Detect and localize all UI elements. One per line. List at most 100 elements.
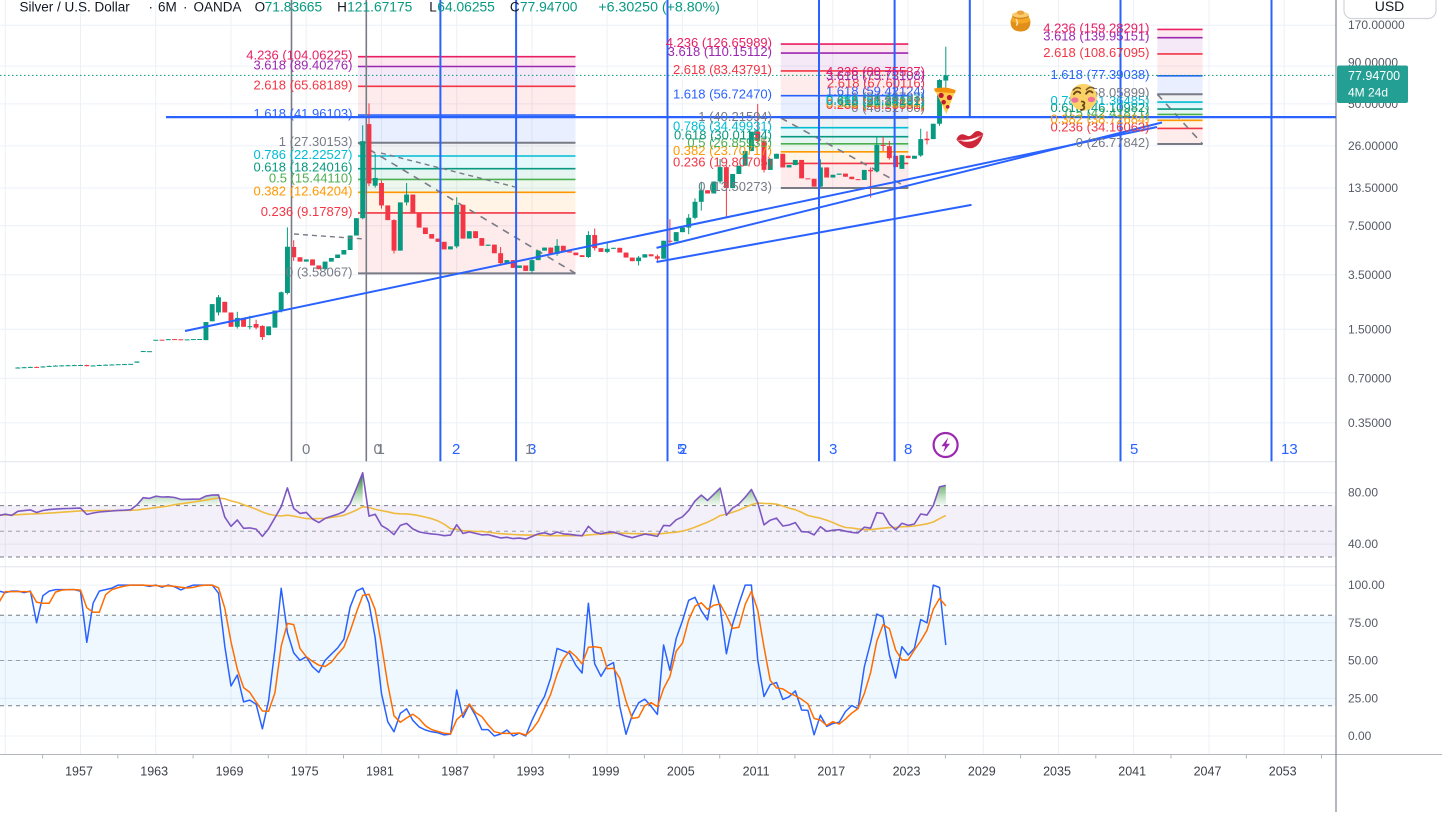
svg-text:0.618 (18.24016): 0.618 (18.24016): [253, 160, 352, 175]
svg-text:0.236 (9.17879): 0.236 (9.17879): [261, 204, 353, 219]
svg-text:3.618 (110.15112): 3.618 (110.15112): [668, 44, 772, 59]
svg-text:7.50000: 7.50000: [1348, 219, 1392, 233]
svg-text:0: 0: [302, 441, 310, 458]
svg-text:1 (27.30153): 1 (27.30153): [279, 134, 353, 149]
svg-text:1.618 (41.96103): 1.618 (41.96103): [253, 106, 352, 121]
svg-text:77.94700: 77.94700: [520, 0, 578, 14]
svg-text:+6.30250 (+8.80%): +6.30250 (+8.80%): [598, 0, 719, 15]
svg-text:0.382 (23.70717): 0.382 (23.70717): [673, 143, 772, 158]
svg-text:1 (54.44793): 1 (54.44793): [851, 89, 925, 104]
svg-text:2.618 (65.68189): 2.618 (65.68189): [253, 77, 352, 92]
svg-text:64.06255: 64.06255: [437, 0, 495, 14]
svg-text:0.5 (26.85935): 0.5 (26.85935): [687, 135, 772, 150]
svg-text:4M 24d: 4M 24d: [1348, 86, 1388, 100]
svg-text:1999: 1999: [592, 765, 620, 779]
svg-text:0: 0: [374, 441, 382, 458]
svg-text:50.00: 50.00: [1348, 654, 1378, 668]
svg-text:3.618 (89.40276): 3.618 (89.40276): [253, 58, 352, 73]
svg-text:1993: 1993: [516, 765, 544, 779]
svg-text:3: 3: [829, 441, 837, 458]
svg-text:0.382 (12.64204): 0.382 (12.64204): [253, 183, 352, 198]
svg-text:1.50000: 1.50000: [1348, 322, 1392, 336]
svg-text:USD: USD: [1375, 0, 1405, 14]
svg-text:2041: 2041: [1118, 765, 1146, 779]
svg-text:71.83665: 71.83665: [265, 0, 323, 14]
svg-text:1969: 1969: [216, 765, 244, 779]
svg-text:1981: 1981: [366, 765, 394, 779]
svg-text:0.382 (38.72684): 0.382 (38.72684): [1050, 111, 1149, 126]
svg-text:Silver / U.S. Dollar: Silver / U.S. Dollar: [20, 0, 131, 14]
svg-text:0.236 (19.80705): 0.236 (19.80705): [673, 154, 772, 169]
svg-text:2011: 2011: [743, 765, 770, 779]
svg-text:5: 5: [677, 441, 685, 458]
svg-text:0.00: 0.00: [1348, 729, 1372, 743]
svg-text:0 (26.77842): 0 (26.77842): [1076, 135, 1150, 150]
svg-text:3.618 (75.73108): 3.618 (75.73108): [826, 68, 925, 83]
svg-text:0.5 (50.38247): 0.5 (50.38247): [840, 94, 925, 109]
svg-text:75.00: 75.00: [1348, 616, 1378, 630]
svg-text:3.50000: 3.50000: [1348, 268, 1392, 282]
svg-text:26.00000: 26.00000: [1348, 139, 1398, 153]
svg-text:0 (13.50273): 0 (13.50273): [698, 179, 772, 194]
svg-text:13.50000: 13.50000: [1348, 181, 1398, 195]
svg-text:0.5 (15.44110): 0.5 (15.44110): [269, 170, 353, 185]
svg-text:170.00000: 170.00000: [1348, 18, 1405, 32]
svg-text:2053: 2053: [1269, 765, 1297, 779]
svg-text:H: H: [337, 0, 347, 14]
svg-text:2005: 2005: [667, 765, 695, 779]
svg-text:2.618 (67.60116): 2.618 (67.60116): [827, 76, 925, 91]
svg-text:0.786 (34.49931): 0.786 (34.49931): [673, 119, 772, 134]
svg-text:2035: 2035: [1043, 765, 1071, 779]
svg-text:0 (46.31700): 0 (46.31700): [851, 100, 925, 115]
svg-text:2047: 2047: [1194, 765, 1222, 779]
svg-text:1957: 1957: [65, 765, 93, 779]
svg-text:0.786 (22.22527): 0.786 (22.22527): [253, 147, 352, 162]
svg-text:0.786 (52.70767): 0.786 (52.70767): [826, 92, 925, 107]
svg-text:13: 13: [1281, 441, 1298, 458]
svg-text:2017: 2017: [817, 765, 845, 779]
svg-text:·: ·: [183, 0, 188, 14]
svg-text:1.618 (77.39038): 1.618 (77.39038): [1050, 67, 1149, 82]
svg-text:0.382 (49.42303): 0.382 (49.42303): [826, 96, 925, 111]
svg-text:2.618 (83.43791): 2.618 (83.43791): [673, 62, 772, 77]
svg-text:0.70000: 0.70000: [1348, 371, 1392, 385]
svg-text:0 (3.58067): 0 (3.58067): [286, 264, 353, 279]
svg-text:2.618 (108.67095): 2.618 (108.67095): [1043, 45, 1149, 60]
svg-text:0.35000: 0.35000: [1348, 416, 1392, 430]
svg-text:1.618 (59.42124): 1.618 (59.42124): [826, 84, 925, 99]
svg-text:1975: 1975: [291, 765, 319, 779]
svg-text:·: ·: [149, 0, 154, 14]
svg-text:40.00: 40.00: [1348, 537, 1378, 551]
svg-text:0.618 (30.01154): 0.618 (30.01154): [674, 128, 772, 143]
svg-text:2029: 2029: [968, 765, 996, 779]
svg-text:2: 2: [452, 441, 460, 458]
svg-text:1: 1: [377, 441, 385, 458]
svg-text:100.00: 100.00: [1348, 578, 1385, 592]
svg-text:4.236 (80.75537): 4.236 (80.75537): [826, 64, 925, 79]
svg-text:L: L: [429, 0, 437, 14]
svg-text:3: 3: [528, 441, 536, 458]
svg-text:8: 8: [904, 441, 912, 458]
svg-text:1987: 1987: [441, 765, 469, 779]
svg-text:2023: 2023: [893, 765, 921, 779]
svg-text:1 (40.21594): 1 (40.21594): [698, 109, 772, 124]
svg-text:4.236 (159.28291): 4.236 (159.28291): [1043, 20, 1149, 35]
svg-text:6M: 6M: [158, 0, 177, 14]
svg-text:OANDA: OANDA: [194, 0, 242, 14]
svg-text:0.236 (48.23591): 0.236 (48.23591): [826, 97, 925, 112]
svg-text:121.67175: 121.67175: [347, 0, 413, 14]
svg-text:77.94700: 77.94700: [1348, 69, 1400, 83]
svg-text:0.618 (51.34191): 0.618 (51.34191): [826, 93, 925, 108]
svg-text:1.618 (56.72470): 1.618 (56.72470): [673, 87, 772, 102]
svg-text:5: 5: [1130, 441, 1138, 458]
svg-text:C: C: [510, 0, 520, 14]
svg-text:25.00: 25.00: [1348, 691, 1378, 705]
svg-text:0.236 (34.16063): 0.236 (34.16063): [1050, 119, 1149, 134]
svg-text:1963: 1963: [140, 765, 168, 779]
svg-text:O: O: [255, 0, 266, 14]
svg-text:3.618 (139.95151): 3.618 (139.95151): [1043, 29, 1149, 44]
svg-text:4.236 (104.06225): 4.236 (104.06225): [246, 48, 352, 63]
svg-text:80.00: 80.00: [1348, 486, 1378, 500]
svg-text:1: 1: [525, 441, 533, 458]
svg-text:4.236 (126.65989): 4.236 (126.65989): [666, 35, 772, 50]
